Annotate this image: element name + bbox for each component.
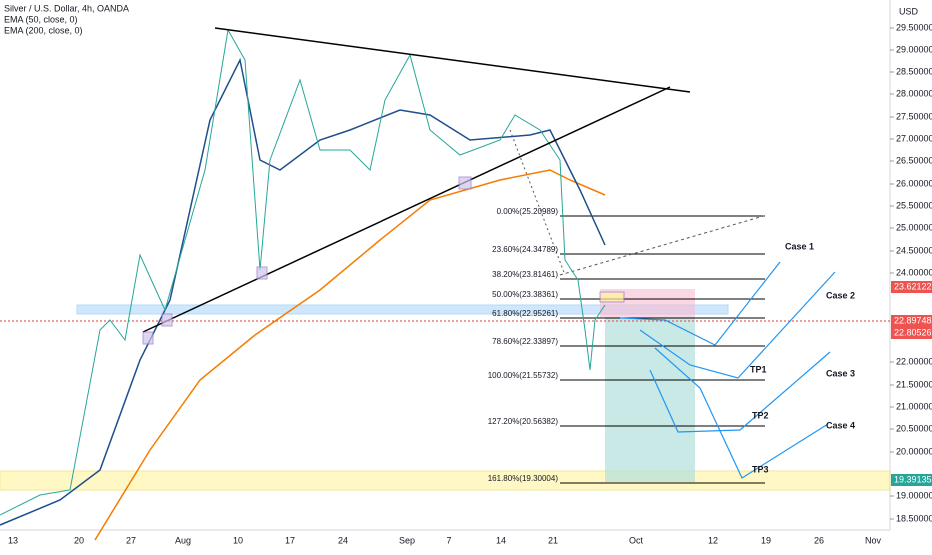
indicator-label: EMA (200, close, 0) <box>4 25 83 35</box>
price-series <box>0 28 606 516</box>
time-tick-label: 17 <box>285 535 295 545</box>
currency-label: USD <box>899 6 919 16</box>
target-label: TP1 <box>750 364 767 374</box>
trendline <box>214 27 691 93</box>
price-marker-label: 19.39135 <box>894 474 932 484</box>
fib-label: 78.60%(22.33897) <box>492 337 558 346</box>
price-tick-label: 21.00000 <box>896 401 932 411</box>
time-tick-label: Sep <box>399 535 415 545</box>
price-tick-label: 25.50000 <box>896 200 932 210</box>
price-tick-label: 20.50000 <box>896 423 932 433</box>
price-tick-label: 18.50000 <box>896 513 932 523</box>
price-tick-label: 27.00000 <box>896 133 932 143</box>
ema-200 <box>94 169 606 541</box>
fib-label: 50.00%(23.38361) <box>492 290 558 299</box>
case-label: Case 1 <box>785 241 814 251</box>
time-tick-label: Aug <box>175 535 191 545</box>
fib-label: 0.00%(25.20989) <box>497 207 559 216</box>
price-marker <box>891 327 932 339</box>
scenario-path <box>619 261 781 346</box>
time-tick-label: 14 <box>496 535 506 545</box>
indicator-label: EMA (50, close, 0) <box>4 14 78 24</box>
fib-label: 23.60%(24.34789) <box>492 245 558 254</box>
price-marker-label: 22.80526 <box>894 327 932 337</box>
target-label: TP2 <box>752 410 769 420</box>
target-label: TP3 <box>752 464 769 474</box>
case-label: Case 3 <box>826 368 855 378</box>
fib-anchor <box>509 129 566 276</box>
price-tick-label: 19.00000 <box>896 490 932 500</box>
time-tick-label: 12 <box>708 535 718 545</box>
price-tick-label: 29.50000 <box>896 22 932 32</box>
price-tick-label: 26.00000 <box>896 178 932 188</box>
price-tick-label: 26.50000 <box>896 155 932 165</box>
time-tick-label: 27 <box>126 535 136 545</box>
fib-label: 61.80%(22.95261) <box>492 309 558 318</box>
price-tick-label: 24.50000 <box>896 245 932 255</box>
price-tick-label: 29.00000 <box>896 44 932 54</box>
pivot-box <box>599 291 625 303</box>
price-tick-label: 21.50000 <box>896 379 932 389</box>
price-tick-label: 28.50000 <box>896 66 932 76</box>
fib-label: 38.20%(23.81461) <box>492 270 558 279</box>
price-tick-label: 20.00000 <box>896 446 932 456</box>
target-zone <box>605 317 695 482</box>
price-marker <box>891 281 932 293</box>
price-tick-label: 27.50000 <box>896 111 932 121</box>
ema-50 <box>0 57 606 526</box>
scenario-path <box>654 347 829 479</box>
fib-label: 127.20%(20.56382) <box>488 417 559 426</box>
scenario-path <box>649 351 831 433</box>
time-tick-label: Nov <box>865 535 882 545</box>
case-label: Case 4 <box>826 420 855 430</box>
pivot-box <box>161 313 173 327</box>
trendline <box>142 86 671 333</box>
price-marker-label: 22.89748 <box>894 315 932 325</box>
time-tick-label: 21 <box>548 535 558 545</box>
price-marker <box>891 315 932 327</box>
pivot-box <box>142 331 154 345</box>
time-tick-label: 26 <box>814 535 824 545</box>
pivot-box <box>458 176 472 190</box>
price-tick-label: 28.00000 <box>896 88 932 98</box>
time-tick-label: 10 <box>233 535 243 545</box>
price-tick-label: 22.00000 <box>896 356 932 366</box>
fib-label: 100.00%(21.55732) <box>488 371 559 380</box>
time-tick-label: 19 <box>761 535 771 545</box>
price-tick-label: 24.00000 <box>896 267 932 277</box>
time-tick-label: 13 <box>8 535 18 545</box>
time-tick-label: Oct <box>629 535 644 545</box>
scenario-path <box>639 271 836 379</box>
time-tick-label: 7 <box>446 535 451 545</box>
pivot-box <box>256 266 268 280</box>
price-tick-label: 25.00000 <box>896 222 932 232</box>
resistance-zone <box>76 304 729 315</box>
fib-label: 161.80%(19.30004) <box>488 474 559 483</box>
time-tick-label: 20 <box>74 535 84 545</box>
symbol-title: Silver / U.S. Dollar, 4h, OANDA <box>4 3 129 13</box>
case-label: Case 2 <box>826 290 855 300</box>
time-tick-label: 24 <box>338 535 348 545</box>
price-marker-label: 23.62122 <box>894 281 932 291</box>
price-marker <box>891 474 932 486</box>
